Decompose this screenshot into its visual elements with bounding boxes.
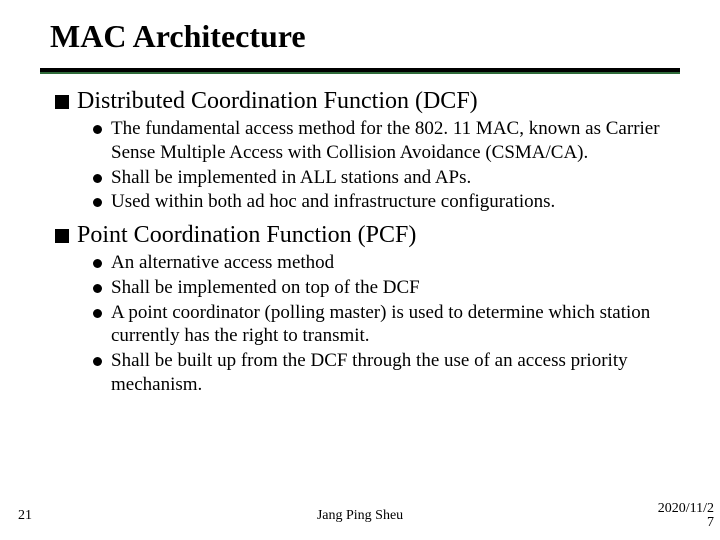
bullet-level2-text: The fundamental access method for the 80… — [111, 117, 685, 165]
slide-title: MAC Architecture — [50, 18, 306, 55]
bullet-level1: Distributed Coordination Function (DCF) — [55, 88, 685, 115]
title-rule — [40, 68, 680, 74]
bullet-level2-text: Shall be built up from the DCF through t… — [111, 349, 685, 397]
footer-date-line2: 7 — [658, 516, 714, 530]
bullet-level2-text: An alternative access method — [111, 251, 334, 275]
bullet-level2-group: An alternative access method Shall be im… — [93, 251, 685, 397]
circle-bullet-icon — [93, 198, 102, 207]
bullet-level2-text: Used within both ad hoc and infrastructu… — [111, 190, 555, 214]
bullet-level2: A point coordinator (polling master) is … — [93, 301, 685, 349]
circle-bullet-icon — [93, 309, 102, 318]
footer-date-line1: 2020/11/2 — [658, 501, 714, 516]
square-bullet-icon — [55, 229, 69, 243]
bullet-level2: Shall be built up from the DCF through t… — [93, 349, 685, 397]
slide: MAC Architecture Distributed Coordinatio… — [0, 0, 720, 540]
bullet-level2: An alternative access method — [93, 251, 685, 275]
footer-author: Jang Ping Sheu — [0, 508, 720, 524]
bullet-level1: Point Coordination Function (PCF) — [55, 222, 685, 249]
bullet-level2-text: Shall be implemented on top of the DCF — [111, 276, 420, 300]
square-bullet-icon — [55, 95, 69, 109]
circle-bullet-icon — [93, 174, 102, 183]
bullet-level2-text: Shall be implemented in ALL stations and… — [111, 166, 471, 190]
circle-bullet-icon — [93, 259, 102, 268]
circle-bullet-icon — [93, 357, 102, 366]
bullet-level2: Shall be implemented in ALL stations and… — [93, 166, 685, 190]
bullet-level2-group: The fundamental access method for the 80… — [93, 117, 685, 214]
footer-date: 2020/11/2 7 — [658, 502, 714, 530]
bullet-level2: Used within both ad hoc and infrastructu… — [93, 190, 685, 214]
circle-bullet-icon — [93, 284, 102, 293]
circle-bullet-icon — [93, 125, 102, 134]
bullet-level2: Shall be implemented on top of the DCF — [93, 276, 685, 300]
bullet-level1-text: Point Coordination Function (PCF) — [77, 222, 416, 249]
bullet-level2: The fundamental access method for the 80… — [93, 117, 685, 165]
bullet-level1-text: Distributed Coordination Function (DCF) — [77, 88, 478, 115]
bullet-level2-text: A point coordinator (polling master) is … — [111, 301, 685, 349]
slide-content: Distributed Coordination Function (DCF) … — [55, 88, 685, 405]
